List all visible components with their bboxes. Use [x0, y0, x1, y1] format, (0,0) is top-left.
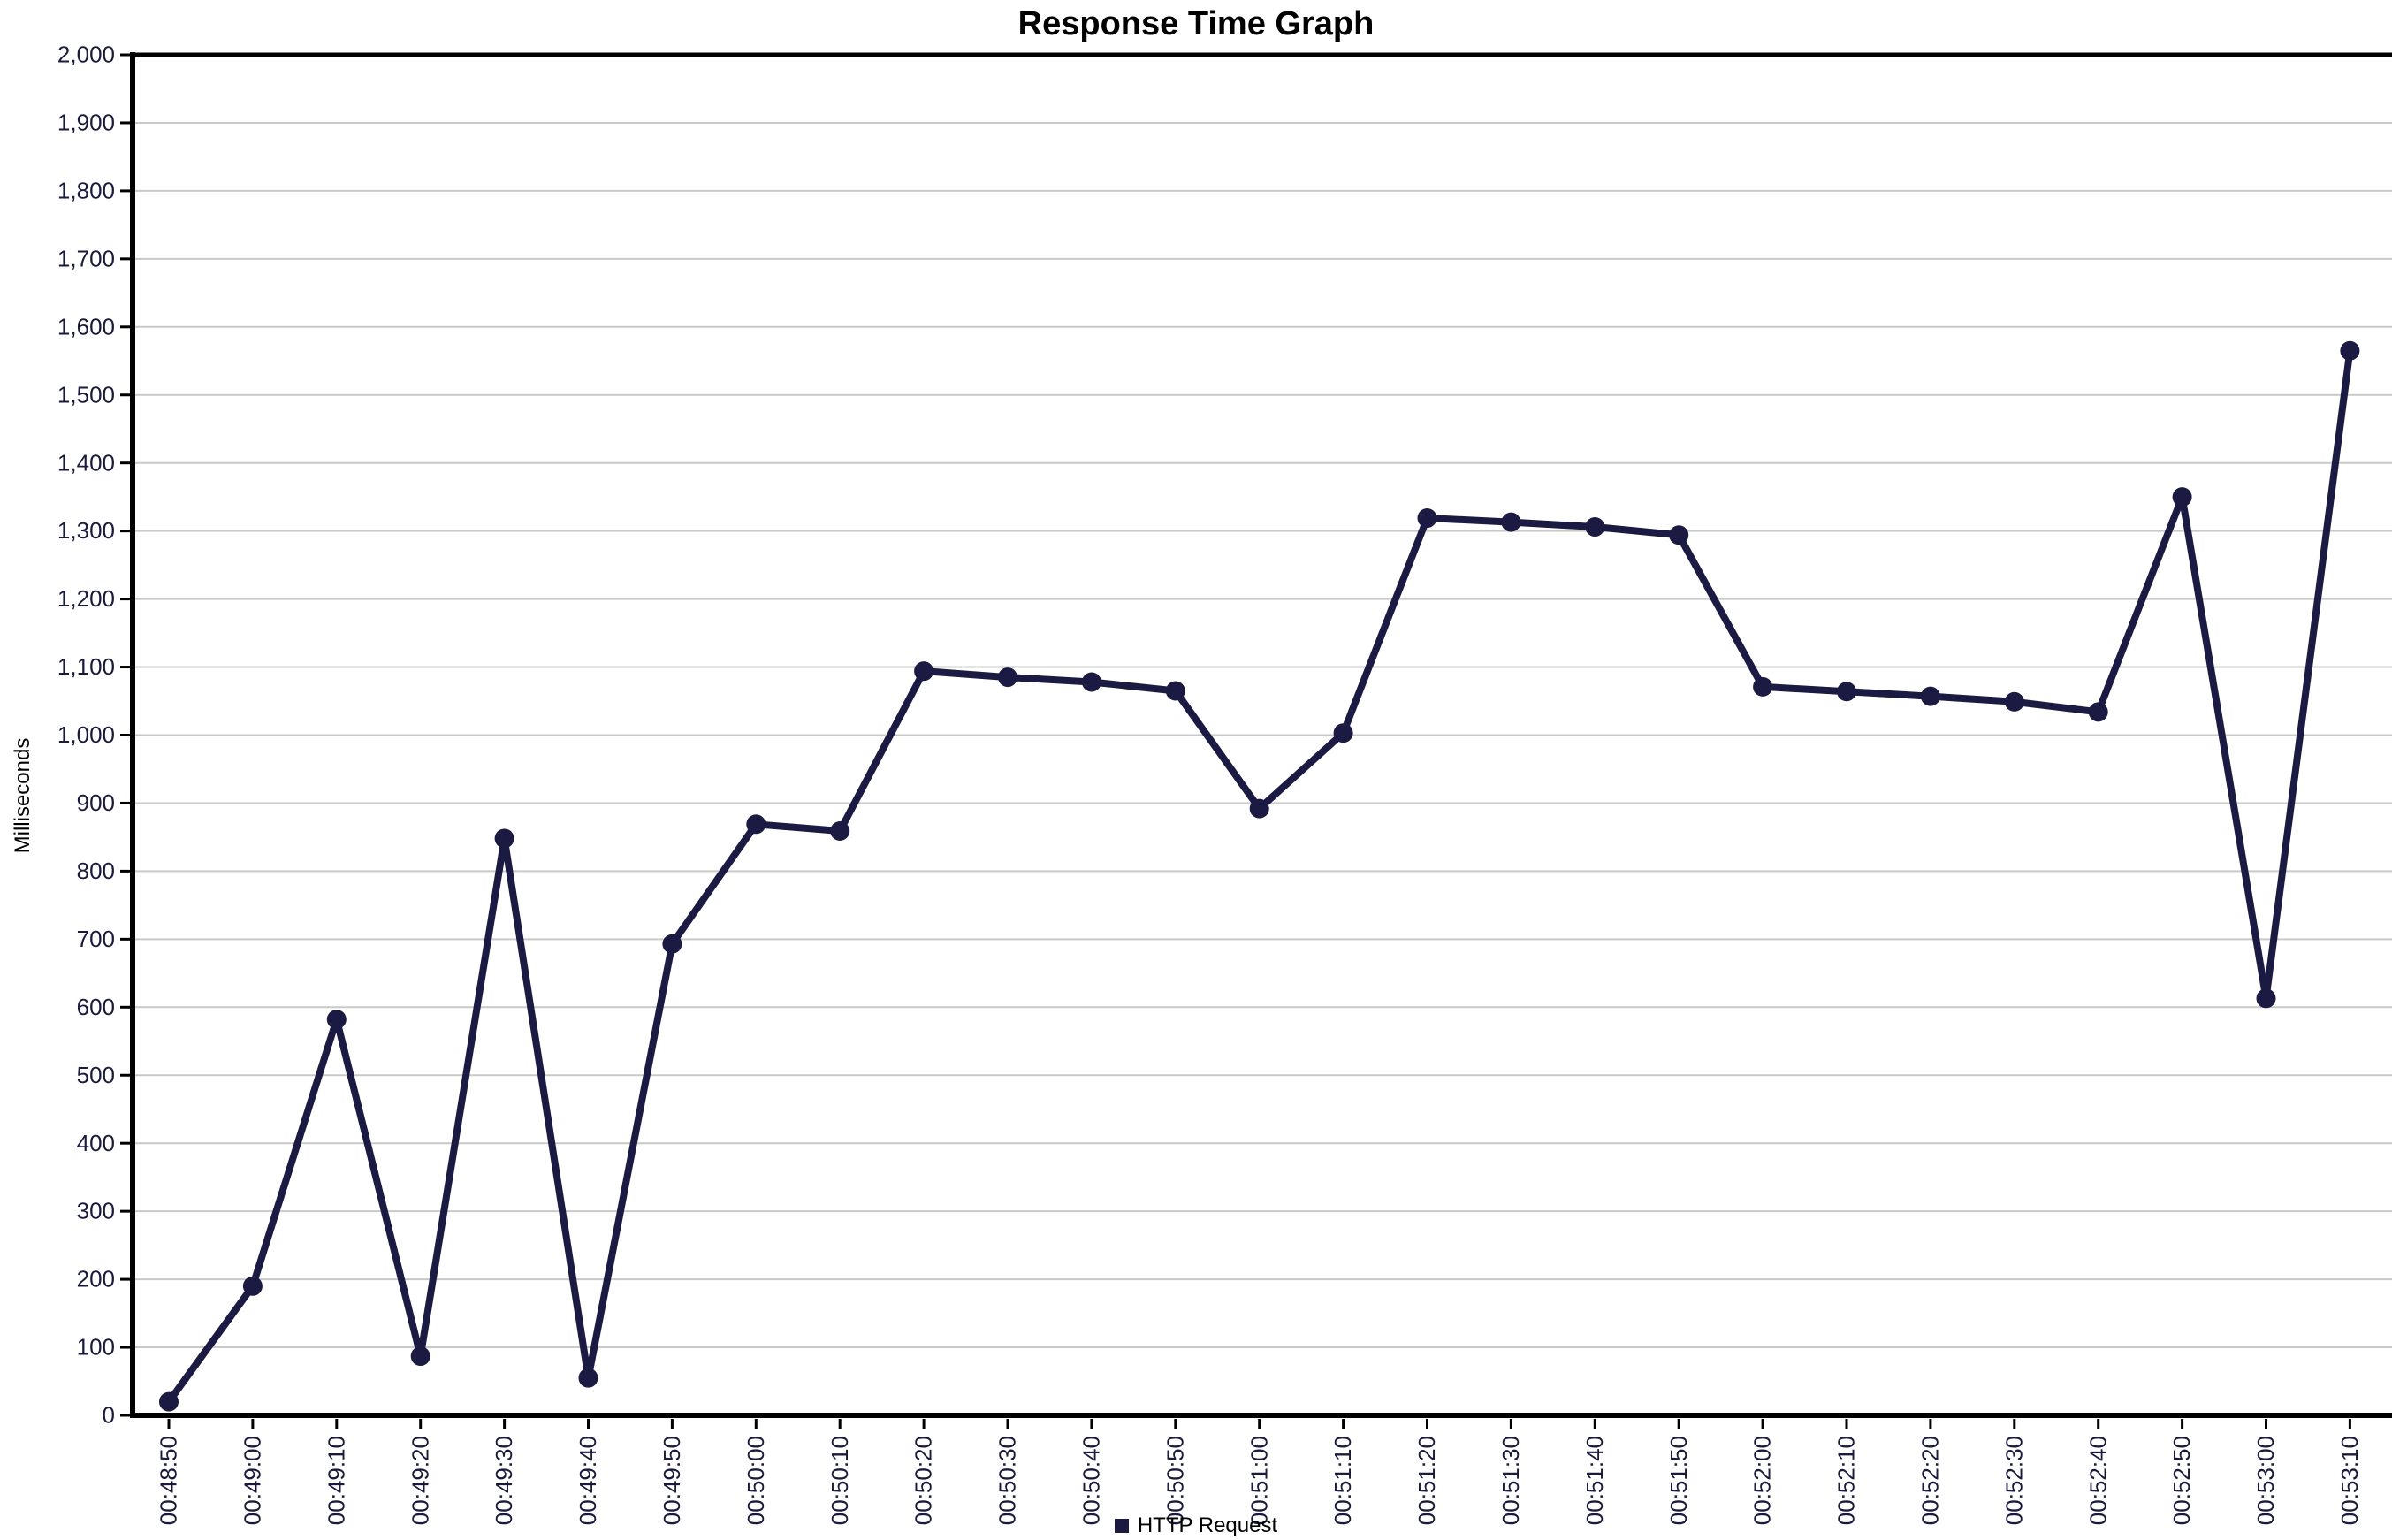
data-point	[159, 1391, 179, 1412]
x-tick-label: 00:50:40	[1078, 1436, 1104, 1525]
y-tick-label: 100	[77, 1334, 115, 1361]
y-tick-label: 200	[77, 1266, 115, 1292]
data-point	[2172, 487, 2192, 507]
legend-swatch-http-request	[1114, 1519, 1129, 1533]
x-tick-label: 00:53:10	[2336, 1436, 2363, 1525]
data-point	[1501, 512, 1521, 532]
y-tick-label: 1,900	[57, 110, 115, 136]
x-tick-label: 00:49:30	[491, 1436, 517, 1525]
y-tick-label: 1,100	[57, 653, 115, 680]
y-tick-label: 2,000	[57, 42, 115, 68]
x-tick-label: 00:49:00	[239, 1436, 265, 1525]
x-tick-label: 00:49:50	[659, 1436, 685, 1525]
data-point	[662, 934, 682, 954]
x-tick-label: 00:52:40	[2084, 1436, 2111, 1525]
data-point	[326, 1010, 347, 1030]
x-tick-label: 00:50:10	[827, 1436, 853, 1525]
x-tick-label: 00:50:00	[743, 1436, 769, 1525]
y-tick-label: 400	[77, 1130, 115, 1156]
x-tick-label: 00:50:20	[910, 1436, 937, 1525]
y-tick-label: 800	[77, 858, 115, 884]
x-tick-label: 00:51:50	[1665, 1436, 1692, 1525]
data-point	[1081, 672, 1101, 692]
y-tick-label: 1,000	[57, 721, 115, 748]
x-tick-label: 00:51:00	[1246, 1436, 1272, 1525]
data-point	[1585, 517, 1605, 537]
y-tick-label: 300	[77, 1198, 115, 1224]
data-point	[1417, 508, 1437, 529]
legend-label: HTTP Request	[1137, 1513, 1278, 1537]
y-tick-label: 1,500	[57, 381, 115, 408]
data-point	[1249, 798, 1269, 819]
y-tick-label: 1,300	[57, 517, 115, 544]
data-point	[1165, 681, 1185, 701]
x-tick-label: 00:51:30	[1497, 1436, 1524, 1525]
data-point	[2256, 988, 2276, 1009]
x-tick-label: 00:48:50	[156, 1436, 182, 1525]
y-tick-label: 1,800	[57, 177, 115, 203]
data-point	[2088, 702, 2108, 722]
data-point	[998, 667, 1017, 688]
data-point	[1333, 723, 1353, 743]
series-line-http-request	[165, 347, 2354, 1406]
x-tick-label: 00:49:20	[407, 1436, 433, 1525]
data-point	[914, 661, 934, 682]
data-point	[410, 1346, 430, 1367]
x-tick-label: 00:51:40	[1581, 1436, 1608, 1525]
x-tick-label: 00:50:30	[994, 1436, 1021, 1525]
data-point	[1920, 686, 1940, 706]
y-tick-label: 0	[103, 1402, 115, 1429]
data-point	[494, 828, 514, 849]
data-point	[1669, 525, 1689, 545]
data-point	[242, 1276, 263, 1296]
x-tick-label: 00:51:10	[1329, 1436, 1356, 1525]
y-tick-label: 700	[77, 926, 115, 952]
x-tick-label: 00:52:30	[2000, 1436, 2027, 1525]
y-tick-label: 900	[77, 789, 115, 816]
x-tick-label: 00:52:10	[1833, 1436, 1860, 1525]
data-point	[2004, 691, 2024, 712]
x-tick-label: 00:52:50	[2168, 1436, 2195, 1525]
y-tick-label: 1,200	[57, 585, 115, 612]
y-tick-label: 1,600	[57, 313, 115, 339]
x-tick-label: 00:52:20	[1916, 1436, 1943, 1525]
x-tick-label: 00:53:00	[2252, 1436, 2279, 1525]
x-tick-label: 00:49:10	[323, 1436, 349, 1525]
data-point	[1837, 682, 1856, 702]
x-tick-label: 00:52:00	[1749, 1436, 1776, 1525]
data-point	[1753, 676, 1773, 697]
data-point	[746, 814, 766, 835]
y-tick-label: 1,700	[57, 245, 115, 271]
y-tick-label: 600	[77, 994, 115, 1020]
y-tick-label: 1,400	[57, 449, 115, 476]
data-point	[578, 1368, 598, 1388]
chart-title: Response Time Graph	[1017, 5, 1375, 42]
y-tick-label: 500	[77, 1062, 115, 1088]
data-point	[830, 820, 850, 841]
data-point	[2340, 340, 2360, 361]
x-tick-label: 00:50:50	[1162, 1436, 1188, 1525]
x-tick-label: 00:49:40	[575, 1436, 601, 1525]
x-tick-label: 00:51:20	[1413, 1436, 1440, 1525]
legend: HTTP Request	[0, 1513, 2392, 1538]
